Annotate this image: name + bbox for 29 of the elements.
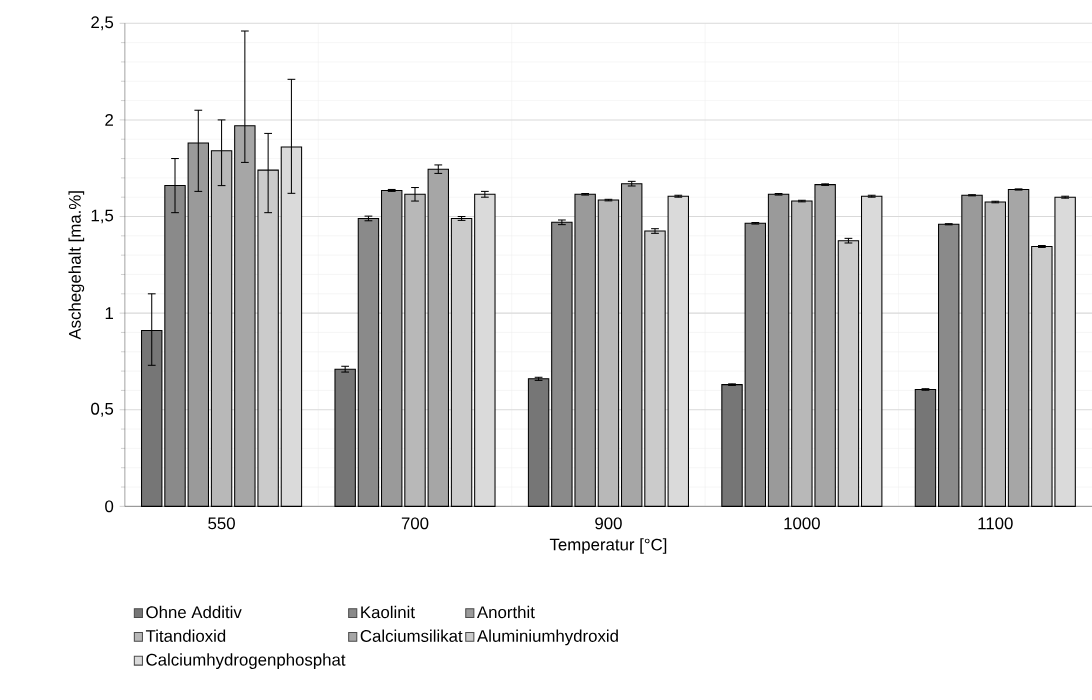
legend-label: Calciumhydrogenphosphat — [146, 653, 346, 669]
y-tick-label: 0 — [105, 500, 114, 513]
y-tick-label: 2 — [105, 113, 113, 126]
legend-label: Aluminiumhydroxid — [476, 629, 618, 646]
legend-label: Titandioxid — [145, 629, 226, 642]
y-axis-title: Aschegehalt [ma.%] — [68, 191, 85, 340]
bar — [837, 239, 860, 507]
bar — [450, 217, 473, 507]
y-tick-label: 1,5 — [91, 209, 114, 224]
y-tick-label: 2,5 — [91, 16, 114, 31]
y-tick-label: 1 — [105, 307, 114, 319]
legend-label: Kaolinit — [361, 605, 415, 618]
bar — [527, 378, 550, 507]
bar — [767, 193, 790, 507]
bar — [1007, 188, 1030, 507]
y-tick-label: 0,5 — [91, 402, 114, 417]
bar — [334, 368, 356, 507]
bar — [357, 217, 380, 507]
bar — [597, 199, 620, 507]
bar — [914, 388, 937, 507]
x-tick-label: 900 — [595, 517, 622, 530]
x-tick-label: 700 — [401, 517, 429, 530]
x-tick-label: 1100 — [978, 517, 1013, 530]
x-axis-title: Temperatur [°C] — [549, 537, 667, 554]
legend-label: Ohne Additiv — [146, 605, 242, 618]
legend-label: Anorthit — [476, 605, 535, 618]
legend-label: Calciumsilikat — [360, 629, 463, 642]
x-tick-label: 550 — [208, 517, 235, 530]
x-tick-label: 1000 — [784, 517, 820, 530]
